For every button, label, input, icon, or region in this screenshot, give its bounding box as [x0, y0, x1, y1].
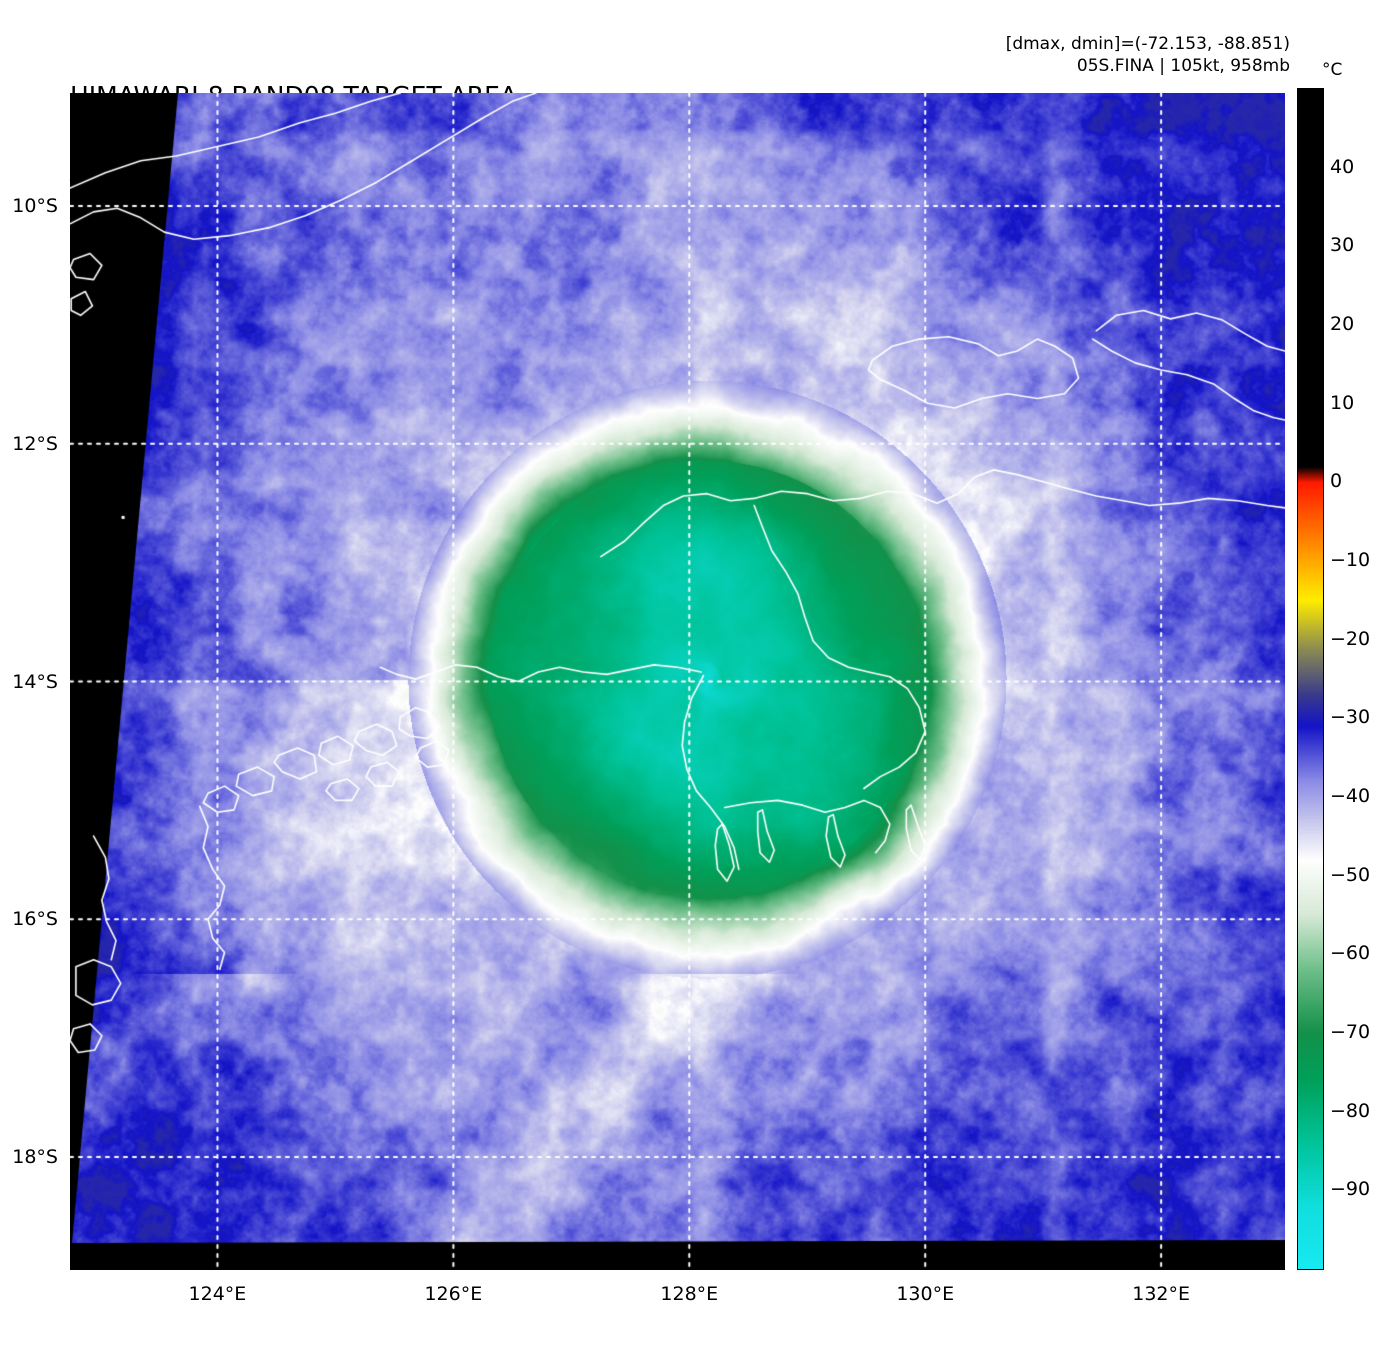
- y-axis-tick-label: 16°S: [12, 908, 58, 931]
- y-axis-tick-label: 10°S: [12, 194, 58, 217]
- dminmax-text: [dmax, dmin]=(-72.153, -88.851): [1005, 34, 1290, 54]
- y-axis-tick-label: 12°S: [12, 432, 58, 455]
- colorbar-tick-label: −50: [1330, 863, 1371, 886]
- colorbar-tick-label: 0: [1330, 470, 1343, 493]
- satellite-imagery-canvas: [70, 93, 1285, 1270]
- colorbar-tick-label: 30: [1330, 234, 1355, 257]
- colorbar: [1297, 88, 1324, 1270]
- colorbar-gradient: [1298, 89, 1323, 1269]
- colorbar-tick-label: −90: [1330, 1178, 1371, 1201]
- colorbar-tick-label: 40: [1330, 155, 1355, 178]
- colorbar-tick-label: −80: [1330, 1099, 1371, 1122]
- x-axis-tick-label: 124°E: [188, 1283, 247, 1305]
- colorbar-tick-label: −40: [1330, 785, 1371, 807]
- colorbar-tick-label: −70: [1330, 1021, 1371, 1043]
- colorbar-tick-label: −30: [1330, 706, 1371, 729]
- satellite-image-plot[interactable]: Copyright © 2020-2025 Dapiya: [70, 93, 1285, 1270]
- y-axis-tick-label: 14°S: [12, 670, 58, 693]
- storm-info-text: 05S.FINA | 105kt, 958mb: [1076, 56, 1290, 76]
- metadata-block: [dmax, dmin]=(-72.153, -88.851) 05S.FINA…: [1006, 33, 1290, 77]
- y-axis-tick-label: 18°S: [12, 1146, 58, 1169]
- colorbar-tick-label: −20: [1330, 627, 1371, 650]
- x-axis-tick-label: 126°E: [424, 1283, 483, 1305]
- colorbar-tick-label: 20: [1330, 313, 1355, 335]
- colorbar-tick-label: −10: [1330, 549, 1371, 571]
- colorbar-tick-label: 10: [1330, 391, 1355, 414]
- colorbar-tick-label: −60: [1330, 942, 1371, 965]
- x-axis-tick-label: 132°E: [1132, 1283, 1191, 1305]
- x-axis-tick-label: 130°E: [896, 1283, 955, 1305]
- colorbar-unit-label: °C: [1322, 60, 1343, 80]
- x-axis-tick-label: 128°E: [660, 1283, 719, 1305]
